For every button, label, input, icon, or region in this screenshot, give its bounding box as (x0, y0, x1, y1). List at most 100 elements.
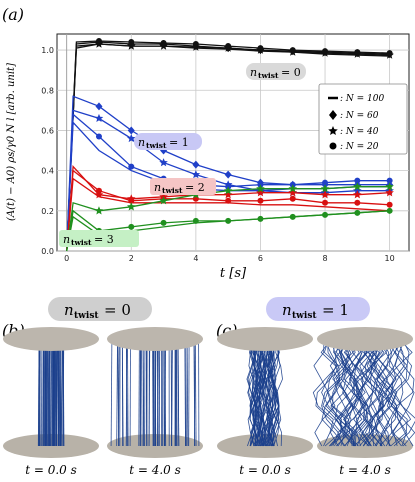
data-point (225, 43, 232, 50)
data-point (224, 170, 232, 179)
panel-c-badge-label: n (282, 301, 292, 319)
annotation-twist-3-sub: twist (71, 238, 92, 247)
data-point (257, 45, 264, 52)
x-tick-label: 0 (64, 254, 69, 263)
legend-label-n40: : N = 40 (340, 127, 379, 137)
panel-b-badge-value: = 0 (104, 301, 131, 319)
fiber (270, 338, 282, 447)
data-point (386, 201, 393, 208)
y-tick-label: 0.6 (41, 126, 54, 135)
top-plate (3, 327, 99, 351)
fiber (370, 338, 390, 447)
panel-c-badge: n twist = 1 (266, 297, 370, 321)
data-point (385, 182, 394, 191)
data-point (288, 184, 298, 193)
fiber (125, 338, 128, 447)
data-point (386, 50, 393, 57)
data-point (192, 160, 200, 169)
grid (57, 34, 409, 252)
series-2 (66, 38, 393, 252)
data-point (160, 40, 167, 47)
series-line (66, 169, 390, 252)
x-tick-label: 2 (129, 254, 134, 263)
panel-c-caption-t4: t = 4.0 s (339, 463, 391, 477)
y-tick-label: 0.0 (41, 247, 54, 256)
annotation-twist-2-label: n (154, 181, 161, 194)
fiber (177, 338, 180, 447)
data-point (354, 177, 361, 184)
fiber (141, 338, 143, 447)
fiber (342, 338, 363, 447)
data-point (256, 188, 265, 197)
legend-label-n60: : N = 60 (340, 111, 379, 121)
fiber (335, 338, 363, 447)
annotation-twist-1-label: n (138, 136, 145, 149)
fiber (256, 338, 265, 447)
fiber (110, 338, 113, 447)
fiber (45, 338, 48, 447)
fiber (163, 338, 165, 447)
annotation-twist-0-value: = 0 (281, 66, 301, 79)
fiber (386, 338, 408, 447)
series-line (66, 43, 390, 252)
legend-label-n20: : N = 20 (340, 142, 379, 152)
data-point (127, 126, 135, 135)
fiber (55, 338, 58, 447)
data-point (94, 206, 104, 215)
fiber (364, 338, 385, 447)
legend: : N = 100 : N = 60 : N = 40 : N = 20 (318, 83, 408, 155)
panel-label-a: (a) (2, 5, 24, 24)
annotation-twist-0-sub: twist (258, 71, 279, 80)
series-line (66, 40, 390, 252)
fiber (250, 338, 260, 447)
data-point (127, 133, 136, 143)
data-point (322, 199, 329, 206)
data-point (95, 133, 102, 140)
x-tick-label: 4 (193, 254, 198, 263)
fiber (392, 338, 415, 447)
fiber (247, 338, 256, 447)
fiber (313, 338, 336, 447)
annotation-twist-1-sub: twist (146, 141, 167, 150)
data-point (353, 190, 362, 199)
data-point (128, 163, 135, 170)
data-point (289, 195, 296, 202)
panel-b-badge-sub: twist (74, 311, 99, 321)
panel-c-fiber-bundle-t4 (312, 327, 415, 458)
data-point (95, 38, 102, 45)
fiber (312, 338, 339, 447)
panel-b-caption-t4: t = 4.0 s (129, 463, 181, 477)
fibers (37, 338, 65, 447)
fiber (39, 338, 41, 447)
fiber (371, 338, 394, 447)
fiber (253, 338, 262, 447)
top-plate (217, 327, 313, 351)
fiber (320, 338, 346, 447)
annotation-twist-3-label: n (63, 233, 70, 246)
data-point (322, 179, 329, 186)
data-point (128, 223, 135, 230)
data-point (223, 190, 233, 199)
data-point (159, 158, 168, 167)
fiber (156, 338, 159, 447)
series-10 (66, 177, 390, 252)
fiber (171, 338, 173, 447)
legend-diamond-icon (329, 110, 337, 120)
fiber (339, 338, 356, 447)
x-tick-label: 8 (322, 254, 327, 263)
top-plate (107, 327, 203, 351)
fiber (118, 338, 120, 447)
data-point (256, 184, 265, 193)
annotation-twist-0: n twist = 0 (246, 63, 306, 80)
fiber (257, 338, 269, 447)
fiber (327, 338, 347, 447)
fiber (385, 338, 413, 447)
data-point (322, 48, 329, 55)
fiber (358, 338, 384, 447)
fiber (267, 338, 280, 447)
data-point (257, 197, 264, 204)
data-point (160, 219, 167, 226)
fiber (344, 338, 361, 447)
fiber (259, 338, 267, 447)
data-point (95, 187, 102, 194)
